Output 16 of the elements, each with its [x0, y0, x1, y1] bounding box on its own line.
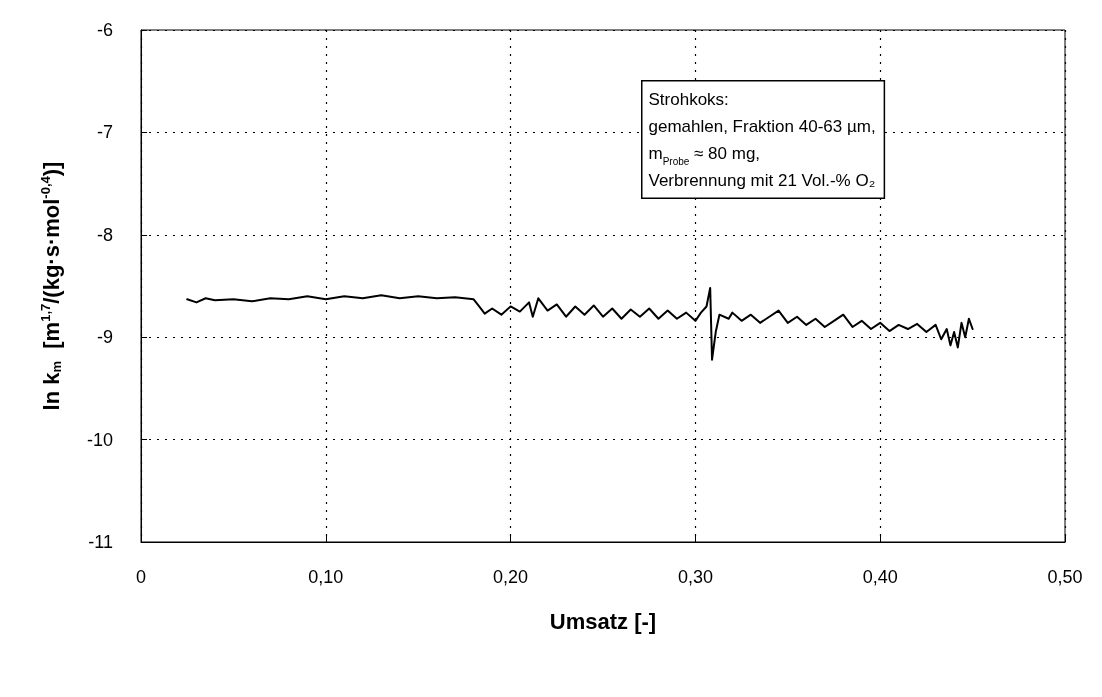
y-tick-label: -8: [96, 224, 113, 245]
y-tick-label: -10: [86, 429, 113, 450]
y-tick-label: -11: [88, 532, 113, 552]
y-tick-label: -6: [96, 20, 113, 40]
annotation: Strohkoks:: [648, 89, 729, 109]
x-tick-label: 0,10: [308, 567, 344, 587]
y-tick-label: -9: [96, 327, 113, 348]
x-tick-label: 0,20: [493, 567, 529, 587]
x-tick-label: 0,50: [1047, 567, 1083, 587]
x-tick-label: 0: [135, 567, 147, 587]
annotation: Verbrennung mit 21 Vol.-% O₂: [648, 170, 876, 190]
x-tick-label: 0,30: [677, 567, 713, 587]
x-tick-label: 0,40: [862, 567, 898, 587]
annotation: gemahlen, Fraktion 40-63 µm,: [648, 116, 876, 136]
y-tick-label: -7: [96, 122, 113, 143]
x-axis-title: Umsatz [-]: [549, 608, 657, 634]
